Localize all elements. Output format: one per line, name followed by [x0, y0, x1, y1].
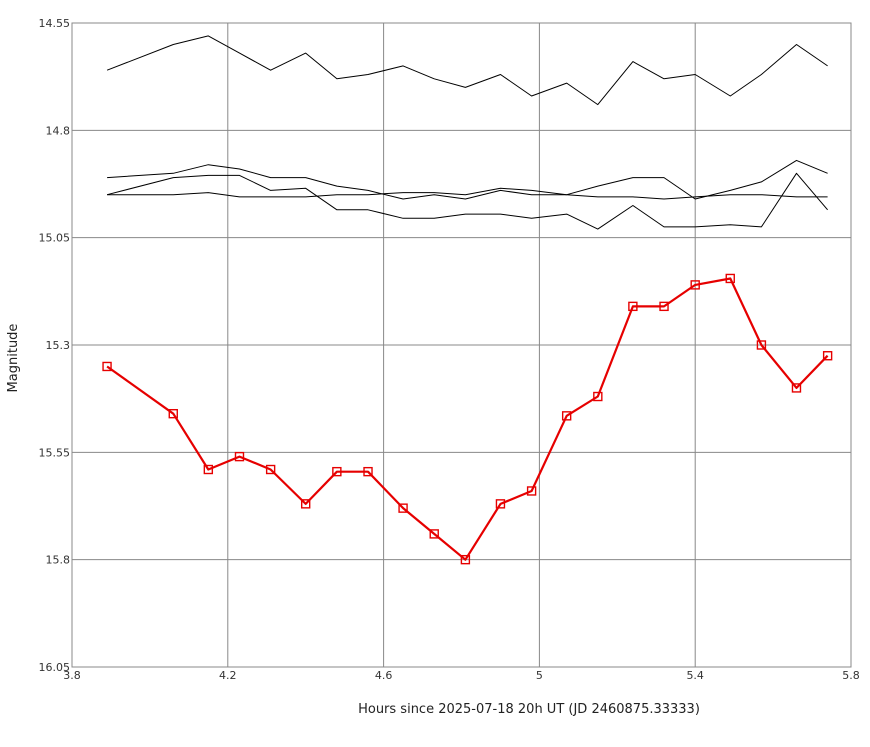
x-axis-label: Hours since 2025-07-18 20h UT (JD 246087…: [358, 702, 700, 717]
x-tick-label: 5.4: [686, 669, 704, 682]
data-point-marker: [791, 383, 802, 393]
y-tick-label: 14.8: [46, 124, 71, 137]
data-point-marker: [561, 411, 572, 421]
data-point-marker: [690, 280, 700, 290]
y-tick-labels: 14.55 14.8 15.05 15.3 15.55 15.8 16.05: [39, 17, 71, 674]
data-point-marker: [822, 351, 833, 361]
y-tick-label: 14.55: [39, 17, 71, 30]
data-point-marker: [526, 486, 537, 496]
y-tick-label: 15.05: [39, 232, 71, 245]
series-line: [107, 159, 828, 200]
data-point-marker: [429, 529, 439, 539]
series-1: [106, 35, 828, 106]
series-layer: [102, 35, 833, 565]
y-tick-label: 15.8: [46, 554, 71, 567]
y-tick-label: 16.05: [39, 661, 71, 674]
series-5: [102, 273, 833, 565]
data-point-marker: [659, 301, 669, 312]
series-2: [107, 159, 828, 200]
data-point-marker: [725, 273, 735, 284]
series-4: [106, 172, 828, 230]
data-point-marker: [495, 499, 506, 509]
data-point-marker: [363, 466, 373, 477]
data-point-marker: [628, 301, 638, 312]
data-point-marker: [203, 464, 214, 475]
y-tick-label: 15.55: [39, 446, 71, 459]
data-point-marker: [234, 451, 245, 462]
series-3: [107, 187, 828, 200]
series-line: [107, 187, 828, 200]
data-point-marker: [593, 391, 603, 402]
data-point-marker: [460, 554, 471, 565]
data-point-marker: [102, 361, 112, 372]
x-tick-label: 5.8: [842, 669, 860, 682]
y-tick-label: 15.3: [46, 339, 71, 352]
x-tick-label: 5: [536, 669, 543, 682]
data-point-marker: [332, 466, 342, 477]
data-point-marker: [756, 340, 767, 350]
x-tick-label: 4.6: [375, 669, 393, 682]
y-axis-label: Magnitude: [6, 324, 21, 393]
series-line: [106, 277, 829, 561]
series-line: [106, 35, 828, 106]
x-tick-labels: 3.8 4.2 4.6 5 5.4 5.8: [63, 669, 860, 682]
grid-lines: [72, 23, 851, 667]
data-point-marker: [265, 464, 276, 475]
series-line: [106, 172, 828, 230]
data-point-marker: [301, 499, 311, 509]
plot-frame: [71, 22, 852, 668]
data-point-marker: [398, 503, 408, 513]
x-tick-label: 4.2: [219, 669, 237, 682]
data-point-marker: [168, 408, 178, 419]
x-tick-label: 3.8: [63, 669, 81, 682]
